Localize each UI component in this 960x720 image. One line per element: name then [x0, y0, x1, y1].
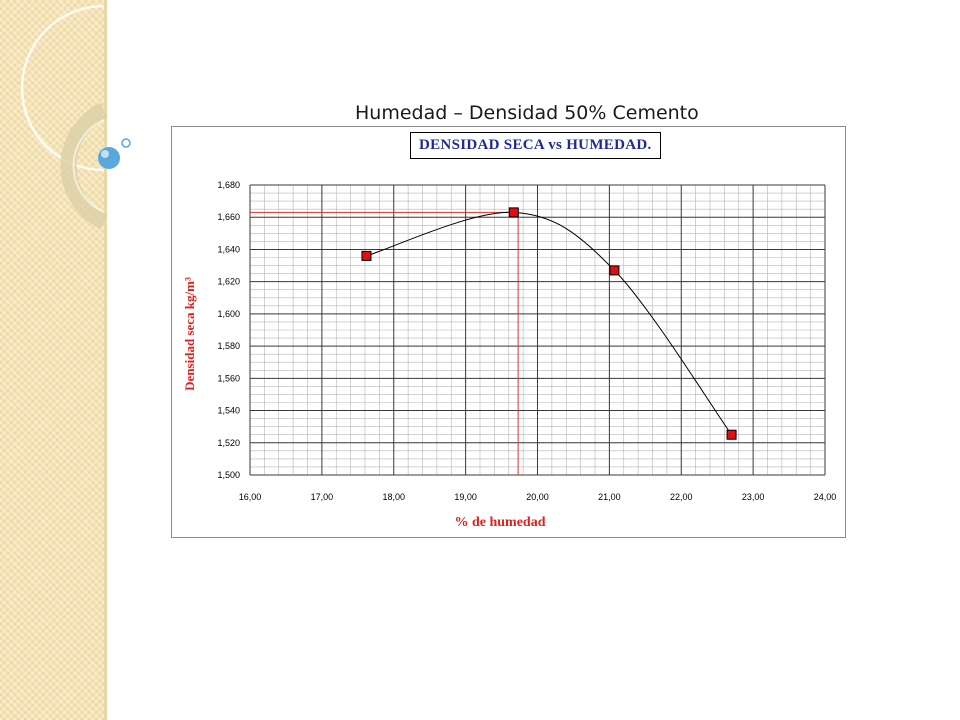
decor-ring-highlight [72, 119, 105, 213]
data-point-marker [609, 265, 620, 276]
decorative-circles [20, 4, 131, 230]
chart-frame: 1,500 1,520 1,540 1,560 1,580 1,600 1,620 1,640… [171, 126, 846, 538]
decor-bubble-shine [101, 150, 109, 158]
y-tick-label: 1,560 [217, 373, 240, 383]
y-tick-label: 1,540 [217, 406, 240, 416]
y-tick-label: 1,600 [217, 309, 240, 319]
x-tick-label: 20,00 [526, 492, 549, 502]
y-tick-label: 1,620 [217, 277, 240, 287]
y-tick-label: 1,640 [217, 244, 240, 254]
y-tick-label: 1,660 [217, 212, 240, 222]
data-point-marker [361, 250, 372, 261]
data-point-marker [726, 429, 737, 440]
y-tick-labels: 1,500 1,520 1,540 1,560 1,580 1,600 1,620 1,640… [217, 180, 240, 480]
y-axis-label: Densidad seca kg/m³ [182, 277, 197, 391]
decor-bubble-small [121, 138, 131, 148]
data-markers [361, 207, 737, 440]
side-band-edge [104, 0, 107, 720]
x-tick-labels: 16,00 17,00 18,00 19,00 20,00 21,00 22,00 23,00… [239, 492, 837, 502]
decor-arc-outer [20, 4, 105, 172]
y-tick-label: 1,520 [217, 438, 240, 448]
y-tick-label: 1,580 [217, 341, 240, 351]
decor-ring [60, 102, 108, 230]
y-tick-label: 1,680 [217, 180, 240, 190]
chart-plot: 1,500 1,520 1,540 1,560 1,580 1,600 1,620 1,640… [182, 180, 837, 530]
grid-major [249, 184, 826, 476]
x-tick-label: 24,00 [814, 492, 837, 502]
data-point-marker [508, 207, 519, 218]
slide-title: Humedad – Densidad 50% Cemento [355, 102, 699, 124]
x-tick-label: 23,00 [742, 492, 765, 502]
fit-curve [366, 211, 732, 436]
x-tick-label: 22,00 [670, 492, 693, 502]
x-tick-label: 16,00 [239, 492, 262, 502]
optimum-guides [250, 211, 519, 475]
x-tick-label: 19,00 [454, 492, 477, 502]
y-tick-label: 1,500 [217, 470, 240, 480]
x-tick-label: 21,00 [598, 492, 621, 502]
chart-title: DENSIDAD SECA vs HUMEDAD. [410, 132, 661, 159]
x-tick-label: 18,00 [382, 492, 405, 502]
x-tick-label: 17,00 [311, 492, 334, 502]
decor-bubble-large [98, 147, 120, 169]
x-axis-label: % de humedad [454, 515, 545, 530]
